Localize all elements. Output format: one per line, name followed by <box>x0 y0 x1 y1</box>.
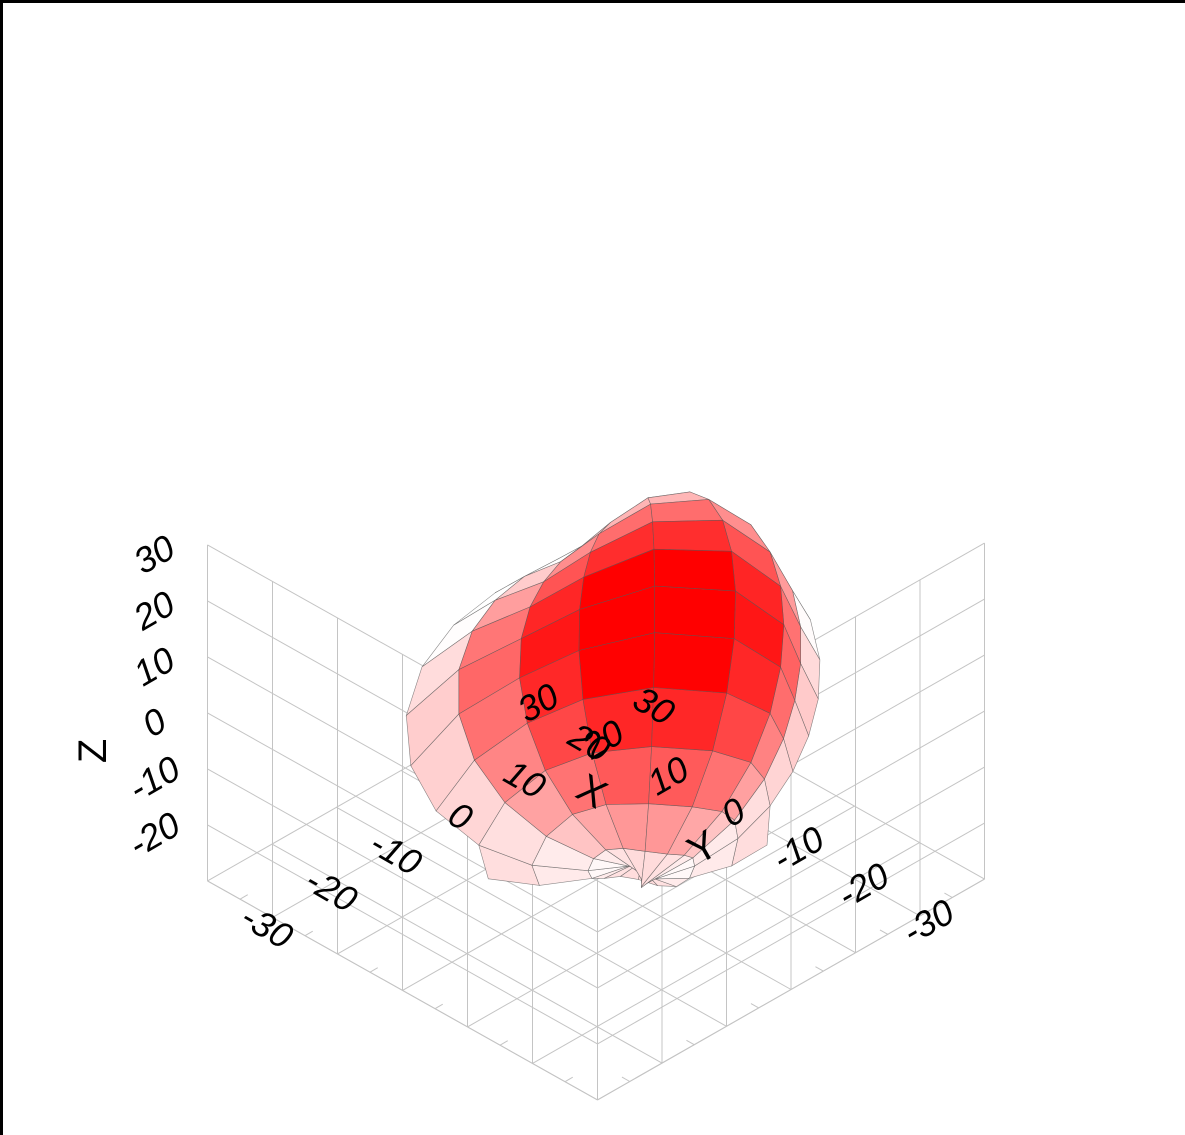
y-minor-tick <box>369 967 378 973</box>
x-minor-tick <box>686 1039 695 1046</box>
y-minor-tick <box>499 1040 508 1046</box>
y-minor-tick <box>564 1076 573 1083</box>
back-wall-yz-grid-line <box>207 824 598 1045</box>
back-wall-yz-grid-line <box>207 768 598 989</box>
y-tick-label: -30 <box>895 891 961 953</box>
z-tick-label: 10 <box>126 639 181 695</box>
z-tick-label: -20 <box>121 804 187 866</box>
back-wall-yz-grid-line <box>207 712 598 933</box>
surface-patch <box>652 519 732 552</box>
surface-blob <box>405 491 821 889</box>
x-tick-label: -30 <box>234 896 300 958</box>
x-minor-tick <box>879 929 888 935</box>
z-tick-label: 20 <box>126 583 182 639</box>
floor-grid-line <box>467 805 855 1028</box>
back-wall-yz-grid-line <box>207 880 598 1101</box>
x-minor-tick <box>944 892 953 898</box>
y-minor-tick <box>239 894 248 900</box>
y-minor-tick <box>304 930 313 937</box>
surface-patch <box>653 632 735 694</box>
z-axis-label: Z <box>71 739 115 763</box>
y-tick-label: -20 <box>830 854 896 916</box>
x-tick-label: -20 <box>299 859 365 921</box>
floor-grid-line <box>532 842 920 1064</box>
back-wall-xz-grid-line <box>597 822 985 1045</box>
back-wall-xz-grid-line <box>597 766 985 989</box>
back-wall-xz-grid-line <box>597 878 985 1101</box>
y-minor-tick <box>434 1003 443 1010</box>
z-tick-label: -10 <box>121 748 187 810</box>
x-minor-tick <box>750 1003 759 1009</box>
y-tick-label: -10 <box>765 818 831 880</box>
x-minor-tick <box>815 966 824 972</box>
z-tick-label: 0 <box>135 700 173 746</box>
surface-patch <box>654 585 736 640</box>
back-wall-xz-grid-line <box>597 710 985 933</box>
surface-patch <box>653 548 736 592</box>
x-minor-tick <box>621 1076 630 1082</box>
z-tick-label: 30 <box>126 527 181 583</box>
